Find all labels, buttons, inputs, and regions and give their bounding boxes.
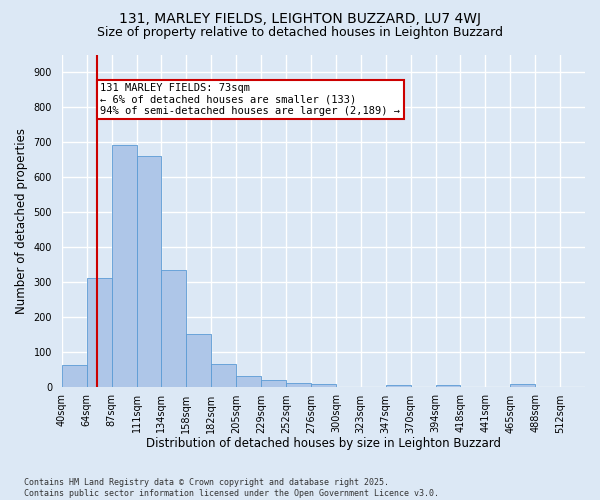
Bar	[112, 145, 137, 387]
Bar	[286, 382, 311, 387]
Bar	[261, 380, 286, 387]
Bar	[137, 156, 161, 387]
Text: 131, MARLEY FIELDS, LEIGHTON BUZZARD, LU7 4WJ: 131, MARLEY FIELDS, LEIGHTON BUZZARD, LU…	[119, 12, 481, 26]
Bar	[510, 384, 535, 387]
Text: Size of property relative to detached houses in Leighton Buzzard: Size of property relative to detached ho…	[97, 26, 503, 39]
Bar	[211, 364, 236, 387]
Text: Contains HM Land Registry data © Crown copyright and database right 2025.
Contai: Contains HM Land Registry data © Crown c…	[24, 478, 439, 498]
Bar	[236, 376, 261, 387]
Bar	[161, 270, 187, 387]
Text: 131 MARLEY FIELDS: 73sqm
← 6% of detached houses are smaller (133)
94% of semi-d: 131 MARLEY FIELDS: 73sqm ← 6% of detache…	[100, 83, 400, 116]
Y-axis label: Number of detached properties: Number of detached properties	[15, 128, 28, 314]
X-axis label: Distribution of detached houses by size in Leighton Buzzard: Distribution of detached houses by size …	[146, 437, 501, 450]
Bar	[386, 384, 410, 387]
Bar	[187, 334, 211, 387]
Bar	[436, 386, 460, 387]
Bar	[311, 384, 336, 387]
Bar	[62, 366, 86, 387]
Bar	[86, 278, 112, 387]
